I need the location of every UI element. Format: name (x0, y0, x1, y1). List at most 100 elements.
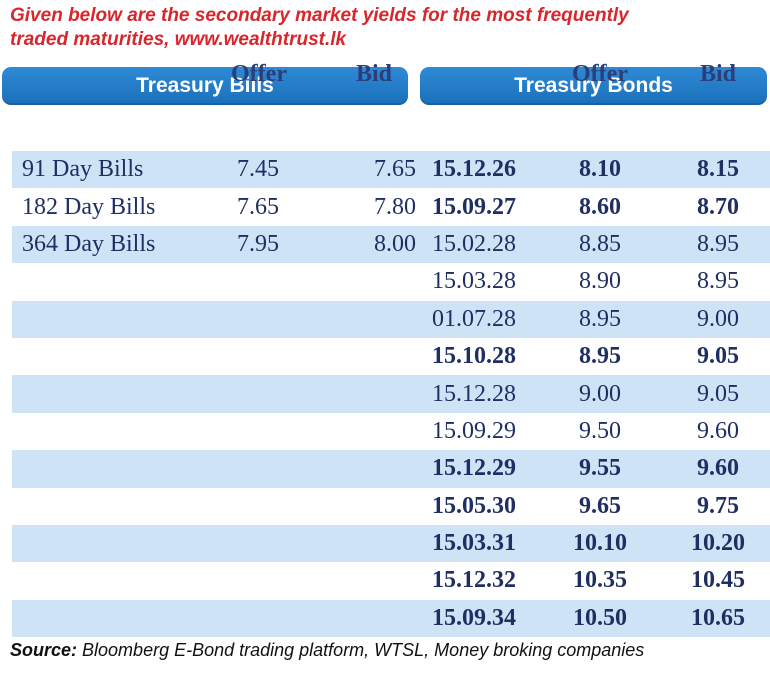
heading-line-1: Given below are the secondary market yie… (10, 5, 629, 26)
bill-label (22, 338, 212, 375)
bond-maturity: 15.12.32 (432, 567, 516, 594)
treasury-bonds-header: Treasury Bonds (420, 67, 767, 105)
bond-maturity: 15.03.31 (432, 530, 516, 557)
bond-maturity: 15.02.28 (432, 230, 516, 257)
bond-offer: 8.90 (579, 268, 621, 295)
bond-bid: 8.95 (697, 268, 739, 295)
bond-maturity: 15.12.26 (432, 156, 516, 183)
bill-offer: 7.65 (237, 193, 279, 220)
yields-table: 91 Day Bills 7.45 7.65 15.12.26 8.10 8.15 182 … (12, 151, 770, 638)
bill-offer (212, 375, 304, 412)
table-row: 91 Day Bills 7.45 7.65 15.12.26 8.10 8.15 (12, 151, 770, 189)
bill-bid: 8.00 (374, 230, 416, 257)
bond-maturity: 01.07.28 (432, 305, 516, 332)
table-row: 01.07.28 8.95 9.00 (12, 300, 770, 338)
source-note: Source: Bloomberg E-Bond trading platfor… (10, 640, 765, 661)
bond-maturity: 15.12.28 (432, 380, 516, 407)
bill-bid (332, 600, 416, 637)
table-row: 182 Day Bills 7.65 7.80 15.09.27 8.60 8.70 (12, 188, 770, 226)
bond-bid: 8.95 (697, 230, 739, 257)
table-row: 15.09.34 10.50 10.65 (12, 599, 770, 638)
table-row: 364 Day Bills 7.95 8.00 15.02.28 8.85 8.95 (12, 225, 770, 264)
bond-offer: 8.60 (579, 193, 621, 220)
bond-offer: 10.10 (573, 530, 627, 557)
bill-label (22, 450, 212, 487)
bond-bid: 10.20 (691, 530, 745, 557)
bill-offer (212, 338, 304, 375)
bill-bid (332, 450, 416, 487)
bond-bid: 9.00 (697, 305, 739, 332)
bond-maturity: 15.09.34 (432, 604, 516, 631)
bond-maturity: 15.10.28 (432, 343, 516, 370)
bill-label (22, 525, 212, 562)
bill-offer (212, 525, 304, 562)
bill-label (22, 562, 212, 599)
bill-bid (332, 301, 416, 338)
bill-label (22, 413, 212, 450)
bond-offer: 10.35 (573, 567, 627, 594)
bond-offer: 8.95 (579, 305, 621, 332)
bond-offer: 8.10 (579, 156, 621, 183)
bills-offer-column-header: Offer (231, 60, 287, 87)
bills-bid-column-header: Bid (355, 60, 393, 87)
bill-offer: 7.45 (237, 156, 279, 183)
bond-bid: 8.15 (697, 156, 739, 183)
bond-bid: 8.70 (697, 193, 739, 220)
bill-label (22, 375, 212, 412)
bonds-offer-column-header: Offer (572, 60, 628, 87)
table-row: 15.10.28 8.95 9.05 (12, 337, 770, 376)
bill-offer (212, 562, 304, 599)
bill-label: 182 Day Bills (22, 193, 156, 220)
bill-offer: 7.95 (237, 230, 279, 257)
bond-bid: 10.45 (691, 567, 745, 594)
bill-bid (332, 338, 416, 375)
table-row: 15.05.30 9.65 9.75 (12, 487, 770, 525)
bonds-bid-column-header: Bid (699, 60, 737, 87)
bill-bid (332, 525, 416, 562)
table-row: 15.12.32 10.35 10.45 (12, 562, 770, 600)
bond-offer: 8.95 (579, 343, 621, 370)
bill-offer (212, 263, 304, 300)
bill-bid: 7.65 (374, 156, 416, 183)
table-row: 15.03.31 10.10 10.20 (12, 524, 770, 563)
bill-bid (332, 413, 416, 450)
bill-label (22, 600, 212, 637)
bond-maturity: 15.09.27 (432, 193, 516, 220)
bill-bid (332, 263, 416, 300)
bond-offer: 9.55 (579, 455, 621, 482)
bill-label (22, 263, 212, 300)
bill-bid (332, 488, 416, 525)
table-row: 15.12.28 9.00 9.05 (12, 375, 770, 413)
bill-offer (212, 488, 304, 525)
bond-maturity: 15.09.29 (432, 417, 516, 444)
bill-bid (332, 562, 416, 599)
bond-bid: 9.05 (697, 343, 739, 370)
bill-label (22, 301, 212, 338)
bond-bid: 9.05 (697, 380, 739, 407)
bond-bid: 9.60 (697, 455, 739, 482)
source-label: Source: (10, 640, 78, 660)
bond-maturity: 15.03.28 (432, 268, 516, 295)
table-row: 15.09.29 9.50 9.60 (12, 412, 770, 451)
bond-offer: 9.00 (579, 380, 621, 407)
bill-label: 364 Day Bills (22, 230, 156, 257)
bill-offer (212, 600, 304, 637)
bill-bid (332, 375, 416, 412)
table-row: 15.03.28 8.90 8.95 (12, 263, 770, 301)
heading-line-2: traded maturities, www.wealthtrust.lk (10, 29, 347, 50)
bond-bid: 9.60 (697, 417, 739, 444)
source-text: Bloomberg E-Bond trading platform, WTSL,… (77, 640, 645, 660)
bill-offer (212, 413, 304, 450)
treasury-bills-header: Treasury Bills (2, 67, 408, 105)
bond-bid: 10.65 (691, 604, 745, 631)
table-row: 15.12.29 9.55 9.60 (12, 450, 770, 488)
bill-offer (212, 450, 304, 487)
bond-bid: 9.75 (697, 492, 739, 519)
bond-maturity: 15.12.29 (432, 455, 516, 482)
bond-offer: 9.50 (579, 417, 621, 444)
bond-offer: 10.50 (573, 604, 627, 631)
bond-offer: 8.85 (579, 230, 621, 257)
page-heading: Given below are the secondary market yie… (10, 4, 760, 52)
bill-label: 91 Day Bills (22, 156, 144, 183)
bond-offer: 9.65 (579, 492, 621, 519)
